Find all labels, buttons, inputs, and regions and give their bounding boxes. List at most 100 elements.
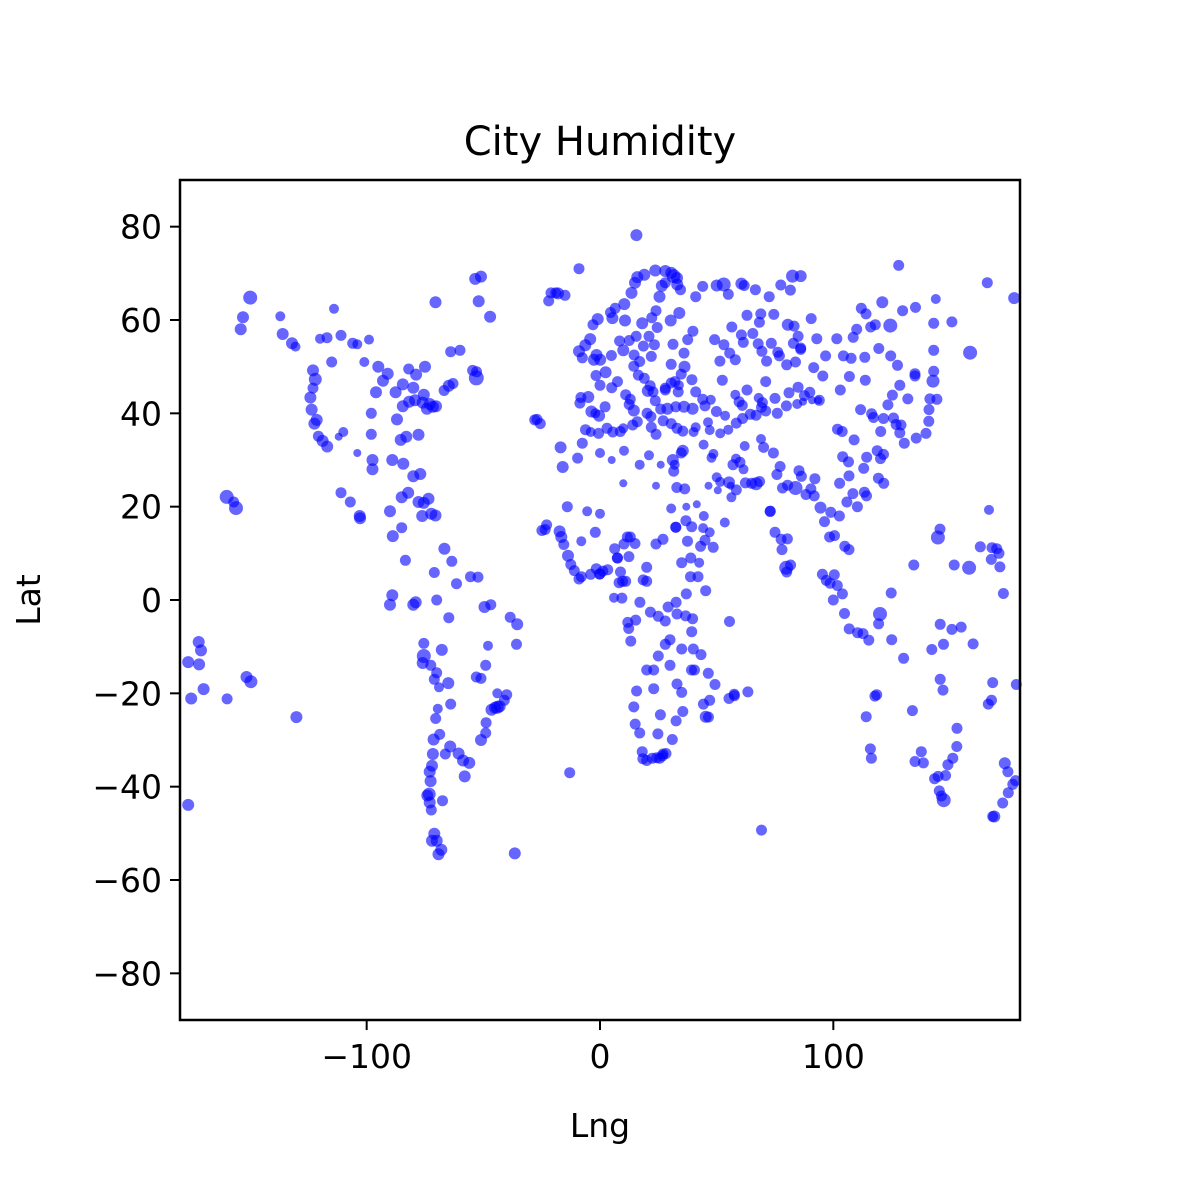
- data-point: [451, 578, 462, 590]
- data-point: [422, 492, 435, 505]
- data-point: [858, 462, 870, 474]
- y-tick-label: 40: [120, 394, 162, 433]
- data-point: [686, 626, 698, 638]
- data-point: [637, 574, 649, 586]
- data-point: [403, 363, 415, 375]
- data-point: [866, 408, 878, 420]
- data-point: [352, 339, 363, 350]
- data-point: [987, 811, 999, 822]
- data-point: [434, 728, 446, 740]
- data-point: [290, 711, 303, 724]
- data-point: [335, 329, 347, 341]
- data-point: [421, 789, 434, 802]
- x-axis-label: Lng: [570, 1106, 630, 1145]
- data-point: [445, 346, 457, 358]
- data-point: [894, 379, 906, 391]
- data-point: [335, 487, 347, 499]
- data-point: [412, 428, 425, 441]
- data-point: [794, 270, 807, 283]
- data-point: [667, 338, 679, 350]
- data-point: [688, 427, 699, 437]
- data-point: [839, 540, 851, 552]
- data-point: [623, 399, 635, 410]
- data-point: [843, 371, 855, 382]
- data-point: [394, 433, 407, 446]
- data-point: [917, 757, 929, 769]
- data-point: [619, 445, 629, 456]
- data-point: [644, 450, 654, 461]
- data-point: [402, 486, 415, 499]
- data-point: [827, 594, 839, 606]
- data-point: [426, 748, 439, 760]
- data-point: [682, 502, 691, 511]
- data-point: [475, 270, 487, 283]
- y-tick-label: −20: [92, 674, 162, 713]
- data-point: [848, 434, 860, 446]
- data-point: [636, 746, 648, 758]
- data-point: [832, 423, 843, 435]
- data-point: [670, 715, 682, 727]
- data-point: [648, 339, 660, 351]
- data-point: [686, 374, 698, 386]
- data-point: [694, 557, 705, 568]
- data-point: [670, 596, 682, 608]
- data-point: [715, 428, 726, 439]
- data-point: [585, 427, 596, 437]
- data-point: [511, 638, 522, 650]
- data-point: [430, 834, 443, 847]
- data-point: [886, 389, 898, 401]
- data-point: [981, 277, 993, 289]
- data-point: [882, 399, 894, 411]
- data-point: [709, 334, 721, 346]
- data-point: [814, 501, 827, 514]
- data-point: [625, 286, 638, 299]
- x-axis-ticks: −100 0 100: [321, 1020, 865, 1076]
- data-point: [898, 437, 910, 449]
- data-point: [618, 298, 631, 311]
- data-point: [756, 434, 766, 444]
- data-point: [716, 277, 731, 292]
- data-point: [353, 449, 362, 457]
- data-point: [923, 404, 935, 416]
- data-point: [432, 848, 445, 861]
- data-point: [386, 589, 399, 602]
- data-point: [1008, 292, 1021, 305]
- data-point: [653, 290, 666, 303]
- data-point: [871, 689, 883, 701]
- data-point: [508, 847, 521, 860]
- data-point: [445, 698, 457, 710]
- data-point: [676, 557, 688, 569]
- data-point: [984, 504, 994, 515]
- data-point: [772, 346, 784, 358]
- scatter-points: [182, 229, 1022, 861]
- data-point: [646, 312, 658, 324]
- data-point: [704, 694, 716, 706]
- plot-frame: [178, 178, 1022, 1022]
- data-point: [664, 659, 676, 671]
- data-point: [690, 291, 702, 303]
- data-point: [934, 673, 946, 685]
- data-point: [703, 417, 713, 428]
- data-point: [804, 386, 816, 398]
- data-point: [576, 536, 587, 547]
- data-point: [631, 685, 643, 697]
- data-point: [629, 718, 641, 730]
- data-point: [662, 601, 674, 613]
- data-point: [454, 344, 466, 356]
- data-point: [962, 560, 977, 575]
- data-point: [434, 682, 444, 693]
- data-point: [329, 303, 339, 314]
- data-point: [775, 279, 787, 291]
- data-point: [391, 413, 403, 426]
- data-point: [414, 468, 427, 480]
- data-point: [612, 376, 623, 388]
- data-point: [754, 476, 766, 487]
- data-point: [559, 289, 571, 301]
- data-point: [937, 684, 949, 696]
- data-point: [625, 635, 637, 647]
- data-point: [377, 374, 389, 387]
- data-point: [788, 320, 800, 332]
- data-point: [652, 728, 664, 740]
